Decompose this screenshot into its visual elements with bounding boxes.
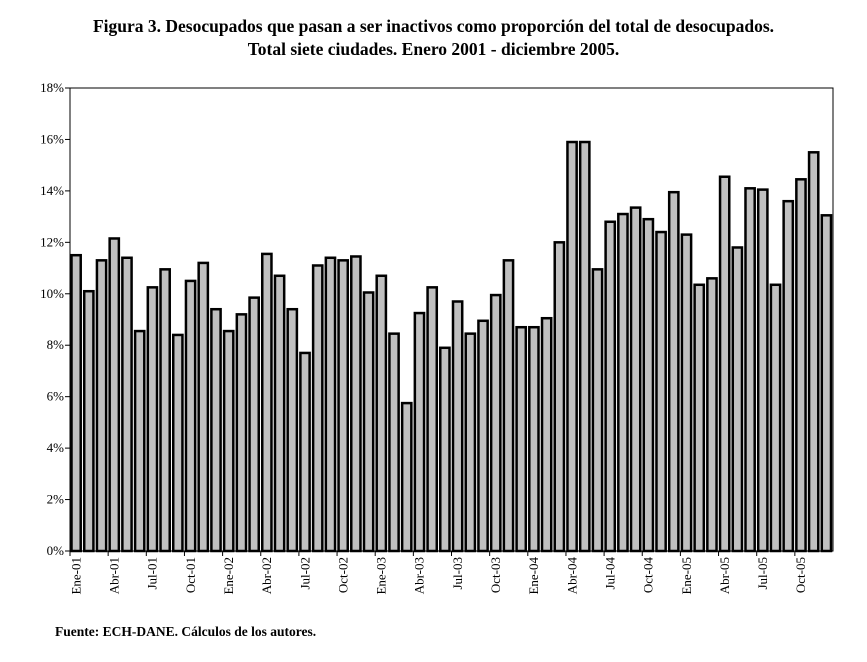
bar bbox=[515, 325, 528, 553]
y-tick-label: 4% bbox=[47, 440, 65, 455]
bar bbox=[95, 259, 108, 553]
bar bbox=[502, 259, 515, 553]
x-tick-label: Abr-01 bbox=[107, 557, 122, 594]
source-note: Fuente: ECH-DANE. Cálculos de los autore… bbox=[55, 624, 317, 639]
bar bbox=[718, 175, 731, 553]
bar bbox=[146, 286, 159, 553]
x-tick-label: Oct-01 bbox=[183, 557, 198, 593]
bar bbox=[667, 190, 680, 553]
bar bbox=[680, 233, 693, 553]
x-tick-label: Oct-04 bbox=[641, 557, 656, 594]
bar bbox=[540, 316, 553, 553]
bar bbox=[324, 256, 337, 553]
x-tick-label: Jul-05 bbox=[755, 557, 770, 590]
bar bbox=[604, 220, 617, 553]
bar bbox=[477, 319, 489, 553]
y-tick-label: 16% bbox=[40, 131, 64, 146]
bar bbox=[464, 332, 477, 553]
bar bbox=[693, 283, 706, 553]
bar bbox=[350, 255, 362, 553]
bar bbox=[337, 259, 350, 553]
bar bbox=[566, 140, 578, 553]
x-tick-label: Ene-05 bbox=[679, 557, 694, 595]
bar bbox=[133, 329, 146, 553]
bar bbox=[528, 325, 540, 553]
y-tick-label: 14% bbox=[40, 183, 64, 198]
bar bbox=[426, 286, 439, 553]
x-tick-label: Abr-02 bbox=[259, 557, 274, 594]
y-tick-label: 0% bbox=[47, 543, 65, 558]
bar bbox=[197, 261, 210, 553]
bar bbox=[299, 351, 311, 553]
bar bbox=[629, 206, 642, 553]
bar bbox=[642, 217, 655, 553]
bar bbox=[82, 289, 95, 553]
bar bbox=[184, 279, 197, 553]
bar bbox=[210, 307, 222, 553]
x-tick-label: Jul-02 bbox=[297, 557, 312, 590]
x-tick-label: Jul-04 bbox=[602, 557, 617, 590]
bar bbox=[311, 264, 324, 553]
y-tick-label: 6% bbox=[47, 389, 65, 404]
bar bbox=[70, 253, 82, 553]
bar bbox=[731, 246, 744, 553]
bar bbox=[578, 140, 591, 553]
chart-title: Figura 3. Desocupados que pasan a ser in… bbox=[0, 15, 867, 61]
bar bbox=[617, 212, 629, 553]
y-tick-label: 2% bbox=[47, 492, 65, 507]
bar bbox=[782, 199, 795, 553]
bar bbox=[248, 296, 261, 553]
bar bbox=[591, 268, 604, 553]
x-tick-label: Ene-03 bbox=[374, 557, 389, 595]
bar bbox=[375, 274, 388, 553]
bar bbox=[159, 268, 171, 553]
bar bbox=[706, 277, 718, 553]
y-tick-label: 18% bbox=[40, 80, 64, 95]
x-tick-label: Oct-03 bbox=[488, 557, 503, 593]
bar bbox=[756, 188, 769, 553]
bar bbox=[362, 291, 375, 553]
bar bbox=[222, 329, 235, 553]
bar bbox=[235, 313, 248, 553]
bar bbox=[273, 274, 286, 553]
bar bbox=[451, 300, 464, 553]
x-tick-label: Ene-02 bbox=[221, 557, 236, 595]
bar bbox=[807, 151, 820, 553]
x-tick-label: Ene-04 bbox=[526, 557, 541, 595]
bar bbox=[795, 178, 807, 553]
bar bbox=[769, 283, 782, 553]
x-tick-label: Jul-03 bbox=[450, 557, 465, 590]
bar bbox=[439, 346, 451, 553]
bar bbox=[261, 252, 273, 553]
bar bbox=[655, 230, 667, 553]
bar bbox=[171, 333, 184, 553]
bar bbox=[108, 237, 121, 553]
x-tick-label: Jul-01 bbox=[145, 557, 160, 590]
x-tick-label: Ene-01 bbox=[68, 557, 83, 595]
x-tick-label: Oct-05 bbox=[793, 557, 808, 593]
title-line-1: Figura 3. Desocupados que pasan a ser in… bbox=[92, 16, 775, 36]
x-tick-label: Oct-02 bbox=[335, 557, 350, 593]
bar bbox=[489, 293, 502, 553]
x-tick-label: Abr-03 bbox=[412, 557, 427, 594]
y-tick-label: 10% bbox=[40, 286, 64, 301]
bar bbox=[820, 214, 833, 553]
y-tick-label: 12% bbox=[40, 234, 64, 249]
x-tick-label: Abr-05 bbox=[717, 557, 732, 594]
bar bbox=[388, 332, 400, 553]
y-tick-label: 8% bbox=[47, 337, 65, 352]
bar bbox=[744, 187, 756, 553]
x-tick-label: Abr-04 bbox=[564, 557, 579, 595]
title-line-2: Total siete ciudades. Enero 2001 - dicie… bbox=[247, 39, 620, 59]
plot-area-frame bbox=[69, 87, 834, 552]
bar bbox=[286, 307, 299, 553]
bar bbox=[400, 401, 413, 553]
bar bbox=[553, 241, 566, 553]
bar bbox=[121, 256, 133, 553]
bar bbox=[413, 311, 426, 553]
